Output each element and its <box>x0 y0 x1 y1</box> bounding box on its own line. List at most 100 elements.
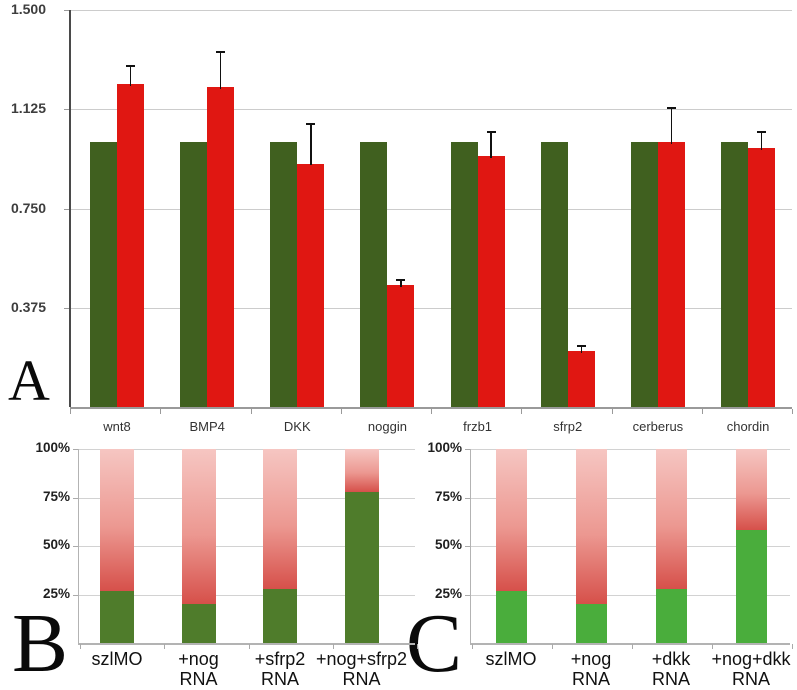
bar-red-chordin <box>748 147 776 407</box>
bar-red-+nog <box>575 449 607 605</box>
gridline-75% <box>470 497 790 499</box>
category-label-+nog-RNA: +nog <box>570 649 612 669</box>
bar-green-szlMO <box>100 590 134 643</box>
error-bar-cerberus <box>670 107 673 145</box>
xtick-mark <box>521 409 523 414</box>
xtick-mark <box>332 644 334 649</box>
ytick-mark <box>465 449 470 450</box>
xtick-mark <box>164 644 166 649</box>
category-label-szlMO: szlMO <box>91 649 143 669</box>
bar-green-szlMO <box>495 590 527 643</box>
category-label-+sfrp2-RNA: +sfrp2 <box>254 649 306 669</box>
error-cap-wnt8 <box>126 64 135 67</box>
gridline-50% <box>78 546 415 547</box>
gridline-75% <box>78 497 415 499</box>
gridline-1.125 <box>70 109 792 111</box>
category-label-frzb1: frzb1 <box>463 419 493 434</box>
bar-green-+nog <box>181 604 216 643</box>
error-bar-DKK <box>310 123 312 166</box>
ytick-mark <box>465 594 470 596</box>
category-label-+dkk-RNA: RNA <box>651 669 690 689</box>
bar-green-+sfrp2 <box>263 588 297 643</box>
y-axis-line <box>470 449 471 643</box>
ytick-label: 0.750 <box>10 199 46 216</box>
ytick-label: 100% <box>427 440 462 455</box>
ytick-mark <box>64 307 70 309</box>
bar-red-+nog <box>181 449 216 605</box>
xtick-mark <box>472 644 473 649</box>
ytick-label: 25% <box>42 585 70 601</box>
error-cap-DKK <box>306 122 316 125</box>
error-cap-chordin <box>757 130 767 133</box>
x-axis-line <box>70 407 792 409</box>
ytick-label: 75% <box>434 488 462 504</box>
xtick-mark <box>792 644 793 649</box>
xtick-mark <box>701 409 703 414</box>
bar-red-wnt8 <box>117 84 144 407</box>
ytick-mark <box>465 546 470 547</box>
category-label-DKK: DKK <box>283 419 311 434</box>
bar-red-cerberus <box>657 142 685 407</box>
xtick-mark <box>250 409 252 414</box>
x-axis-line <box>78 643 415 645</box>
error-bar-frzb1 <box>490 131 492 158</box>
error-bar-BMP4 <box>219 52 222 89</box>
panel-a-label: A <box>8 348 50 413</box>
gridline-0.750 <box>70 208 792 210</box>
error-cap-cerberus <box>666 106 676 109</box>
xtick-mark <box>70 409 71 414</box>
x-axis-line <box>470 643 790 645</box>
error-bar-sfrp2 <box>580 346 582 354</box>
category-label-+dkk-RNA: +dkk <box>651 649 691 669</box>
ytick-label: 0.375 <box>10 298 46 315</box>
bar-red-szlMO <box>100 449 134 591</box>
category-label-+nog-RNA: RNA <box>571 669 610 689</box>
ytick-mark <box>64 10 70 11</box>
bar-red-frzb1 <box>477 155 505 407</box>
gridline-50% <box>470 546 790 547</box>
bar-green-frzb1 <box>450 142 478 407</box>
bar-red-sfrp2 <box>567 351 595 407</box>
gridline-25% <box>78 594 415 596</box>
xtick-mark <box>340 409 342 414</box>
bar-red-BMP4 <box>207 86 235 407</box>
bar-green-+dkk <box>655 588 687 643</box>
category-label-+nog+sfrp2-RNA: +nog+sfrp2 <box>315 649 408 669</box>
error-cap-BMP4 <box>216 51 226 54</box>
bar-green-+nog+sfrp2 <box>344 491 379 643</box>
ytick-label: 50% <box>434 537 462 552</box>
category-label-+nog-RNA: RNA <box>179 669 218 689</box>
category-label-szlMO: szlMO <box>485 649 537 669</box>
bar-red-+sfrp2 <box>263 449 297 589</box>
category-label-+nog-RNA: +nog <box>178 649 219 669</box>
xtick-mark <box>417 644 418 649</box>
category-label-+nog+dkk-RNA: +nog+dkk <box>711 649 791 669</box>
category-label-wnt8: wnt8 <box>103 419 131 434</box>
bar-green-noggin <box>360 142 388 407</box>
bar-green-chordin <box>721 142 749 407</box>
category-label-chordin: chordin <box>726 419 770 434</box>
xtick-mark <box>611 409 613 414</box>
ytick-mark <box>64 109 70 111</box>
bar-green-+nog <box>575 604 607 643</box>
ytick-mark <box>73 497 78 499</box>
xtick-mark <box>160 409 162 414</box>
xtick-mark <box>632 644 633 649</box>
bar-red-+nog+dkk <box>735 449 767 531</box>
ytick-label: 1.125 <box>10 100 46 117</box>
xtick-mark <box>248 644 250 649</box>
ytick-label: 75% <box>42 488 70 504</box>
gridline-25% <box>470 594 790 596</box>
ytick-label: 50% <box>42 537 70 552</box>
ytick-label: 1.500 <box>10 1 46 17</box>
ytick-mark <box>64 208 70 210</box>
gridline-100% <box>470 449 790 450</box>
ytick-mark <box>73 594 78 596</box>
bar-green-cerberus <box>630 142 658 407</box>
panel-c-label: C <box>406 597 463 690</box>
category-label-sfrp2: sfrp2 <box>553 419 583 434</box>
bar-green-sfrp2 <box>540 142 568 407</box>
